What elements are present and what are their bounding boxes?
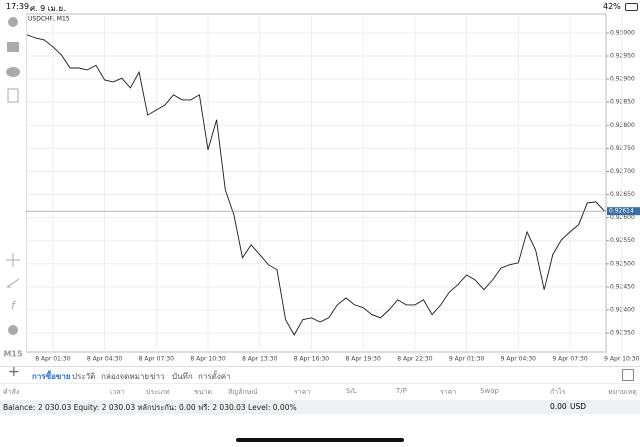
y-tick-label: 0.92350 xyxy=(610,330,635,337)
y-tick-label: 0.92700 xyxy=(610,168,635,175)
y-tick-label: 0.92650 xyxy=(610,191,635,198)
crosshair-icon[interactable] xyxy=(6,253,20,267)
column-header: เวลา xyxy=(110,388,125,396)
balance-summary: Balance: 2 030.03 Equity: 2 030.03 หลักป… xyxy=(3,403,297,412)
column-header: Swap xyxy=(480,387,499,395)
y-tick-label: 0.92800 xyxy=(610,122,635,129)
column-header: ราคา xyxy=(440,388,457,396)
trade-icon[interactable] xyxy=(7,42,19,52)
x-tick-label: 8 Apr 22:30 xyxy=(397,356,432,363)
price-tag xyxy=(607,207,640,216)
new-icon[interactable] xyxy=(7,88,19,103)
x-tick-label: 8 Apr 13:30 xyxy=(242,356,277,363)
y-tick-label: 0.92450 xyxy=(610,283,635,290)
price-tag-label: 0.92614 xyxy=(609,208,634,215)
y-tick-label: 0.93000 xyxy=(610,29,635,36)
add-button[interactable]: + xyxy=(8,364,20,380)
tab[interactable]: บันทึก xyxy=(172,372,193,381)
y-tick-label: 0.92750 xyxy=(610,145,635,152)
chart: USDCHF, M15 0.93000 0.92950 0.92900 0.92850… xyxy=(26,13,640,363)
x-tick-label: 9 Apr 01:30 xyxy=(449,356,484,363)
battery: 42% xyxy=(603,2,621,11)
x-tick-label: 9 Apr 04:30 xyxy=(501,356,536,363)
y-tick-label: 0.92500 xyxy=(610,260,635,267)
function-icon[interactable]: f xyxy=(11,299,17,312)
x-tick-label: 8 Apr 01:30 xyxy=(35,356,70,363)
x-tick-label: 8 Apr 07:30 xyxy=(139,356,174,363)
tab[interactable]: ข่าว xyxy=(150,372,165,381)
profit: 0.00 xyxy=(550,402,567,411)
timeframe[interactable]: M15 xyxy=(3,350,23,359)
layout-icon[interactable] xyxy=(622,369,634,381)
y-tick-label: 0.92550 xyxy=(610,237,635,244)
indicators-icon[interactable] xyxy=(6,278,20,288)
status-time: 17:39 xyxy=(6,2,30,11)
y-tick-label: 0.92900 xyxy=(610,76,635,83)
y-tick-label: 0.92600 xyxy=(610,214,635,221)
objects-icon[interactable] xyxy=(8,325,18,335)
status-date: ศ. 9 เม.ย. xyxy=(30,4,66,13)
columns-row xyxy=(0,383,640,400)
x-tick-label: 8 Apr 16:30 xyxy=(294,356,329,363)
currency: USD xyxy=(570,402,587,411)
tab[interactable]: การตั้งค่า xyxy=(198,372,231,381)
chat-icon[interactable] xyxy=(6,67,20,77)
battery-icon xyxy=(625,3,638,11)
column-header: ขนาด xyxy=(194,388,213,396)
account-icon[interactable] xyxy=(8,17,18,27)
home-indicator xyxy=(236,438,404,442)
x-tick-label: 8 Apr 04:30 xyxy=(87,356,122,363)
balance-row xyxy=(0,400,640,414)
x-tick-label: 8 Apr 19:30 xyxy=(346,356,381,363)
price-line xyxy=(26,34,605,336)
column-header: ราคา xyxy=(294,388,311,396)
column-header: สัญลักษณ์ xyxy=(228,388,258,396)
column-header: S/L xyxy=(346,387,357,395)
y-tick-label: 0.92400 xyxy=(610,306,635,313)
column-header: ประเภท xyxy=(146,388,170,396)
x-tick-label: 9 Apr 10:30 xyxy=(604,356,639,363)
column-header: T/P xyxy=(396,387,407,395)
chart-title: USDCHF, M15 xyxy=(28,16,70,23)
sidebar: f M15 xyxy=(3,17,23,359)
column-header: คำสั่ง xyxy=(3,388,20,396)
x-tick-label: 9 Apr 07:30 xyxy=(552,356,587,363)
tab[interactable]: ประวัติ xyxy=(72,372,96,381)
x-tick-label: 8 Apr 10:30 xyxy=(190,356,225,363)
column-header: หมายเหตุ xyxy=(608,388,637,396)
plot-frame xyxy=(26,13,607,353)
tab-bar xyxy=(0,366,640,384)
column-header: กำไร xyxy=(550,388,566,396)
tab[interactable]: กล่องจดหมาย xyxy=(101,372,150,381)
y-tick-label: 0.92950 xyxy=(610,53,635,60)
tab[interactable]: การซื้อขาย xyxy=(32,372,71,381)
y-tick-label: 0.92850 xyxy=(610,99,635,106)
